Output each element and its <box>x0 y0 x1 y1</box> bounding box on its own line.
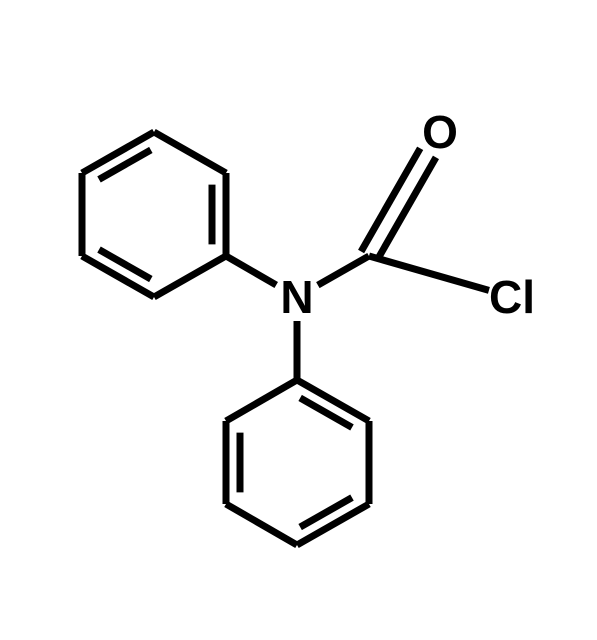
bond-line <box>226 504 297 545</box>
bond-line <box>154 256 226 297</box>
bond-line <box>369 256 489 290</box>
bond-line <box>99 150 151 180</box>
atom-label-cl: Cl <box>489 271 535 323</box>
bond-line <box>318 256 369 285</box>
molecule-diagram: N O Cl <box>0 0 597 640</box>
bond-line <box>99 250 151 280</box>
bond-line <box>154 132 226 173</box>
bond-line <box>300 398 352 428</box>
bond-line <box>226 380 297 421</box>
bond-line <box>226 256 276 285</box>
bond-line <box>300 498 352 528</box>
atom-label-n: N <box>280 271 313 323</box>
atom-label-o: O <box>422 106 458 158</box>
